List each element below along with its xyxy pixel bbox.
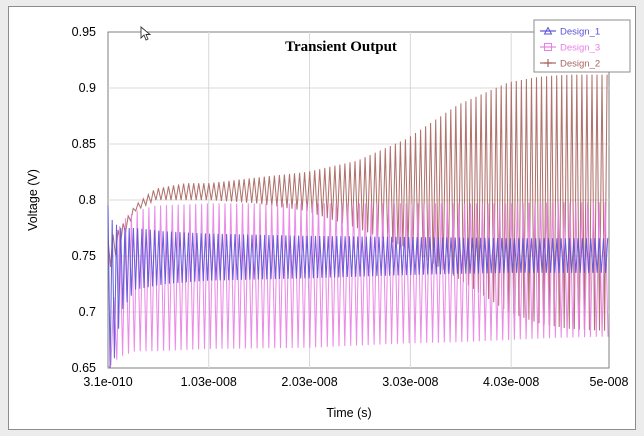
x-tick-labels: 3.1e-010 1.03e-008 2.03e-008 3.03e-008 4.03e… (83, 375, 628, 389)
legend-item: Design_2 (540, 59, 600, 70)
x-tick-label: 5e-008 (590, 375, 629, 389)
chart-title: Transient Output (285, 39, 397, 55)
y-tick-label: 0.7 (79, 305, 96, 319)
series-line-design-1 (107, 205, 609, 369)
legend-label: Design_3 (560, 43, 600, 54)
legend-label: Design_1 (560, 27, 600, 38)
cursor-icon (140, 26, 152, 41)
x-tick-label: 2.03e-008 (281, 375, 337, 389)
y-tick-label: 0.75 (72, 249, 96, 263)
legend-item: Design_3 (540, 43, 600, 54)
y-tick-label: 0.8 (79, 193, 96, 207)
x-tick-label: 3.03e-008 (382, 375, 438, 389)
plus-marker-icon (544, 59, 552, 67)
triangle-marker-icon (543, 26, 553, 35)
legend: Design_1 Design_3 Design_2 (533, 19, 631, 73)
y-tick-label: 0.85 (72, 137, 96, 151)
chart-frame: 0.65 0.7 0.75 0.8 0.85 0.9 0.95 3.1e-010 1.03e-… (8, 6, 636, 430)
legend-box (533, 19, 631, 73)
legend-item: Design_1 (540, 26, 600, 38)
x-tick-label: 3.1e-010 (83, 375, 132, 389)
x-tick-label: 4.03e-008 (483, 375, 539, 389)
x-axis-label: Time (s) (326, 406, 371, 420)
chart-svg: 0.65 0.7 0.75 0.8 0.85 0.9 0.95 3.1e-010 1.03e-… (26, 19, 631, 420)
series-line-design-2 (107, 74, 608, 331)
y-tick-label: 0.65 (72, 361, 96, 375)
square-marker-icon (544, 43, 552, 51)
series-layer (107, 74, 609, 369)
legend-label: Design_2 (560, 59, 600, 70)
y-axis-label: Voltage (V) (26, 169, 40, 231)
y-tick-label: 0.9 (79, 81, 96, 95)
y-tick-labels: 0.65 0.7 0.75 0.8 0.85 0.9 0.95 (72, 25, 96, 375)
x-tick-label: 1.03e-008 (181, 375, 237, 389)
y-tick-label: 0.95 (72, 25, 96, 39)
